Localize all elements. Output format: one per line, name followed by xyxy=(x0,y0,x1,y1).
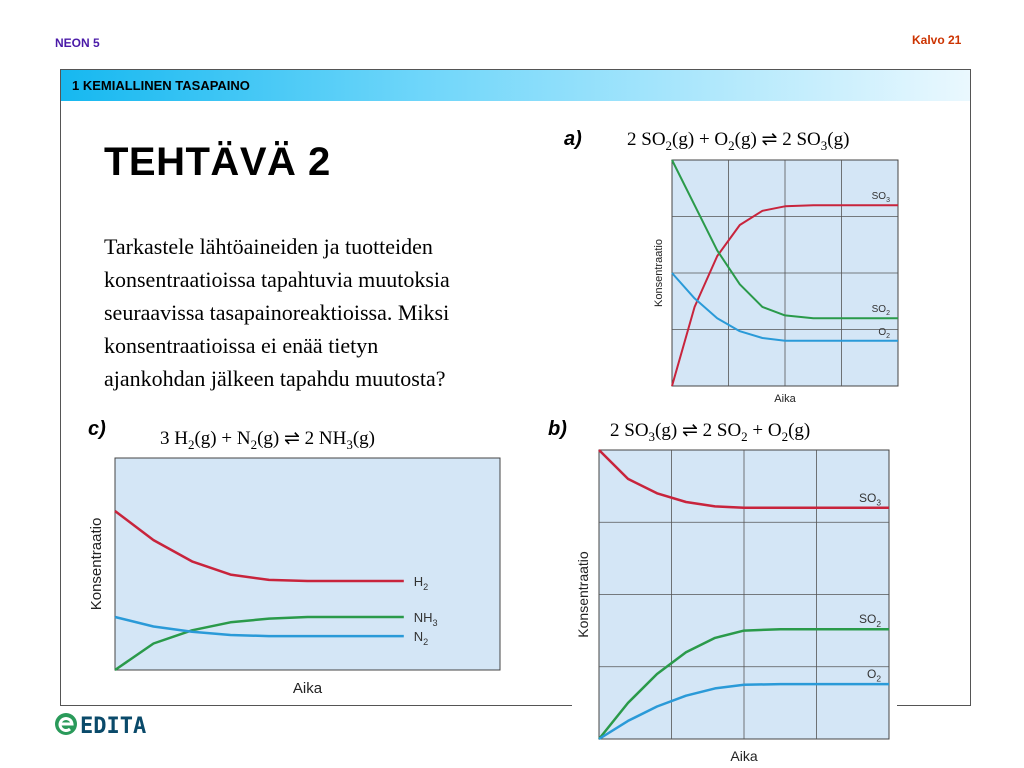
y-axis-label: Konsentraatio xyxy=(575,551,591,638)
series-line-so2 xyxy=(598,627,889,740)
chart-b: Aika Konsentraatio SO3 SO2 O2 xyxy=(572,447,897,768)
chart-a: Aika Konsentraatio SO3 SO2 O2 xyxy=(653,159,899,405)
task-line: seuraavissa tasapainoreaktioissa. Miksi xyxy=(104,300,450,325)
series-line-nh3 xyxy=(114,615,404,672)
panel-a-tag: a) xyxy=(564,128,582,150)
task-text: Tarkastele lähtöaineiden ja tuotteiden k… xyxy=(104,230,564,395)
panel-b-equation: 2 SO3(g) ⇌ 2 SO2 + O2(g) xyxy=(610,420,811,444)
series-line-so3 xyxy=(598,449,889,510)
x-axis-label: Aika xyxy=(730,748,757,764)
section-bar: 1 KEMIALLINEN TASAPAINO xyxy=(61,70,970,101)
x-axis-label: Aika xyxy=(774,393,796,405)
task-line: konsentraatioissa ei enää tietyn xyxy=(104,333,379,358)
y-axis-label: Konsentraatio xyxy=(88,518,105,611)
series-label-n2: N2 xyxy=(414,629,428,647)
panel-a-equation: 2 SO2(g) + O2(g) ⇌ 2 SO3(g) xyxy=(627,129,850,153)
series-label-so3: SO3 xyxy=(872,191,890,204)
task-line: konsentraatioissa tapahtuvia muutoksia xyxy=(104,267,450,292)
logo-text: EDITA xyxy=(80,714,146,739)
task-line: Tarkastele lähtöaineiden ja tuotteiden xyxy=(104,234,433,259)
series-line-o2 xyxy=(598,682,889,741)
y-axis-label: Konsentraatio xyxy=(653,239,665,307)
series-label-so3: SO3 xyxy=(859,491,881,508)
series-line-h2 xyxy=(114,510,404,583)
x-axis-label: Aika xyxy=(293,680,323,697)
series-label-h2: H2 xyxy=(414,574,428,592)
series-line-o2 xyxy=(671,272,898,342)
series-line-so3 xyxy=(671,204,898,387)
panel-c-equation: 3 H2(g) + N2(g) ⇌ 2 NH3(g) xyxy=(160,428,376,452)
panel-b-tag: b) xyxy=(548,418,567,440)
series-line-so2 xyxy=(671,159,898,320)
series-label-o2: O2 xyxy=(867,667,881,684)
page-title: TEHTÄVÄ 2 xyxy=(104,140,331,184)
header-course: NEON 5 xyxy=(55,36,100,50)
series-label-nh3: NH3 xyxy=(414,610,438,628)
panel-c-tag: c) xyxy=(88,418,106,440)
section-title: 1 KEMIALLINEN TASAPAINO xyxy=(72,78,250,93)
series-line-n2 xyxy=(114,615,404,638)
task-line: ajankohdan jälkeen tapahdu muutosta? xyxy=(104,366,446,391)
series-label-o2: O2 xyxy=(878,327,890,340)
edita-logo: EDITA xyxy=(55,713,146,739)
slide-frame xyxy=(60,69,971,706)
header-slide-number: Kalvo 21 xyxy=(912,33,962,47)
series-label-so2: SO2 xyxy=(859,612,881,629)
series-label-so2: SO2 xyxy=(872,304,890,317)
